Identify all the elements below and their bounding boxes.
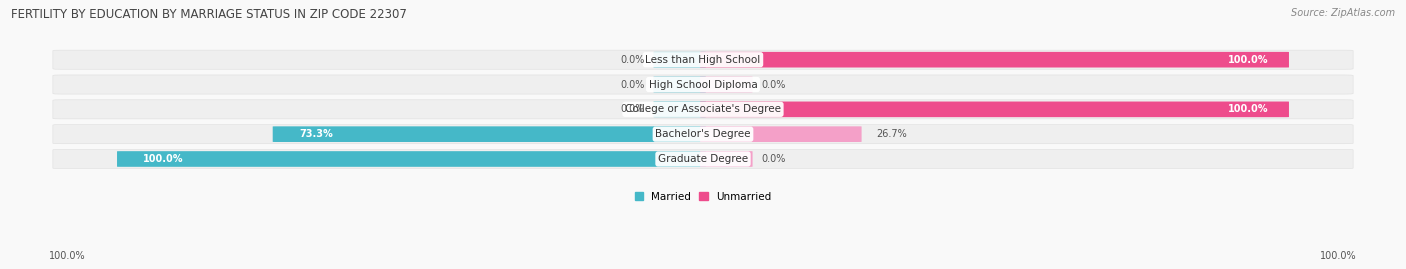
FancyBboxPatch shape (700, 101, 1289, 117)
FancyBboxPatch shape (117, 151, 706, 167)
Text: Source: ZipAtlas.com: Source: ZipAtlas.com (1291, 8, 1395, 18)
FancyBboxPatch shape (53, 150, 1353, 169)
FancyBboxPatch shape (700, 77, 752, 92)
Text: High School Diploma: High School Diploma (648, 80, 758, 90)
Text: FERTILITY BY EDUCATION BY MARRIAGE STATUS IN ZIP CODE 22307: FERTILITY BY EDUCATION BY MARRIAGE STATU… (11, 8, 408, 21)
Text: Graduate Degree: Graduate Degree (658, 154, 748, 164)
Text: 0.0%: 0.0% (761, 154, 786, 164)
Text: 100.0%: 100.0% (1227, 55, 1268, 65)
Text: 0.0%: 0.0% (620, 55, 645, 65)
Text: 100.0%: 100.0% (143, 154, 184, 164)
Text: 100.0%: 100.0% (1320, 251, 1357, 261)
FancyBboxPatch shape (53, 50, 1353, 69)
Text: 73.3%: 73.3% (299, 129, 333, 139)
FancyBboxPatch shape (53, 75, 1353, 94)
FancyBboxPatch shape (53, 125, 1353, 144)
Text: Less than High School: Less than High School (645, 55, 761, 65)
Text: 0.0%: 0.0% (620, 80, 645, 90)
FancyBboxPatch shape (654, 101, 706, 117)
Text: 100.0%: 100.0% (1227, 104, 1268, 114)
Text: Bachelor's Degree: Bachelor's Degree (655, 129, 751, 139)
FancyBboxPatch shape (700, 151, 752, 167)
FancyBboxPatch shape (654, 52, 706, 68)
FancyBboxPatch shape (654, 77, 706, 92)
FancyBboxPatch shape (700, 52, 1289, 68)
Text: 100.0%: 100.0% (49, 251, 86, 261)
FancyBboxPatch shape (700, 126, 862, 142)
Text: 0.0%: 0.0% (761, 80, 786, 90)
Text: 0.0%: 0.0% (620, 104, 645, 114)
FancyBboxPatch shape (53, 100, 1353, 119)
Text: College or Associate's Degree: College or Associate's Degree (626, 104, 780, 114)
Legend: Married, Unmarried: Married, Unmarried (630, 187, 776, 206)
FancyBboxPatch shape (273, 126, 706, 142)
Text: 26.7%: 26.7% (876, 129, 907, 139)
